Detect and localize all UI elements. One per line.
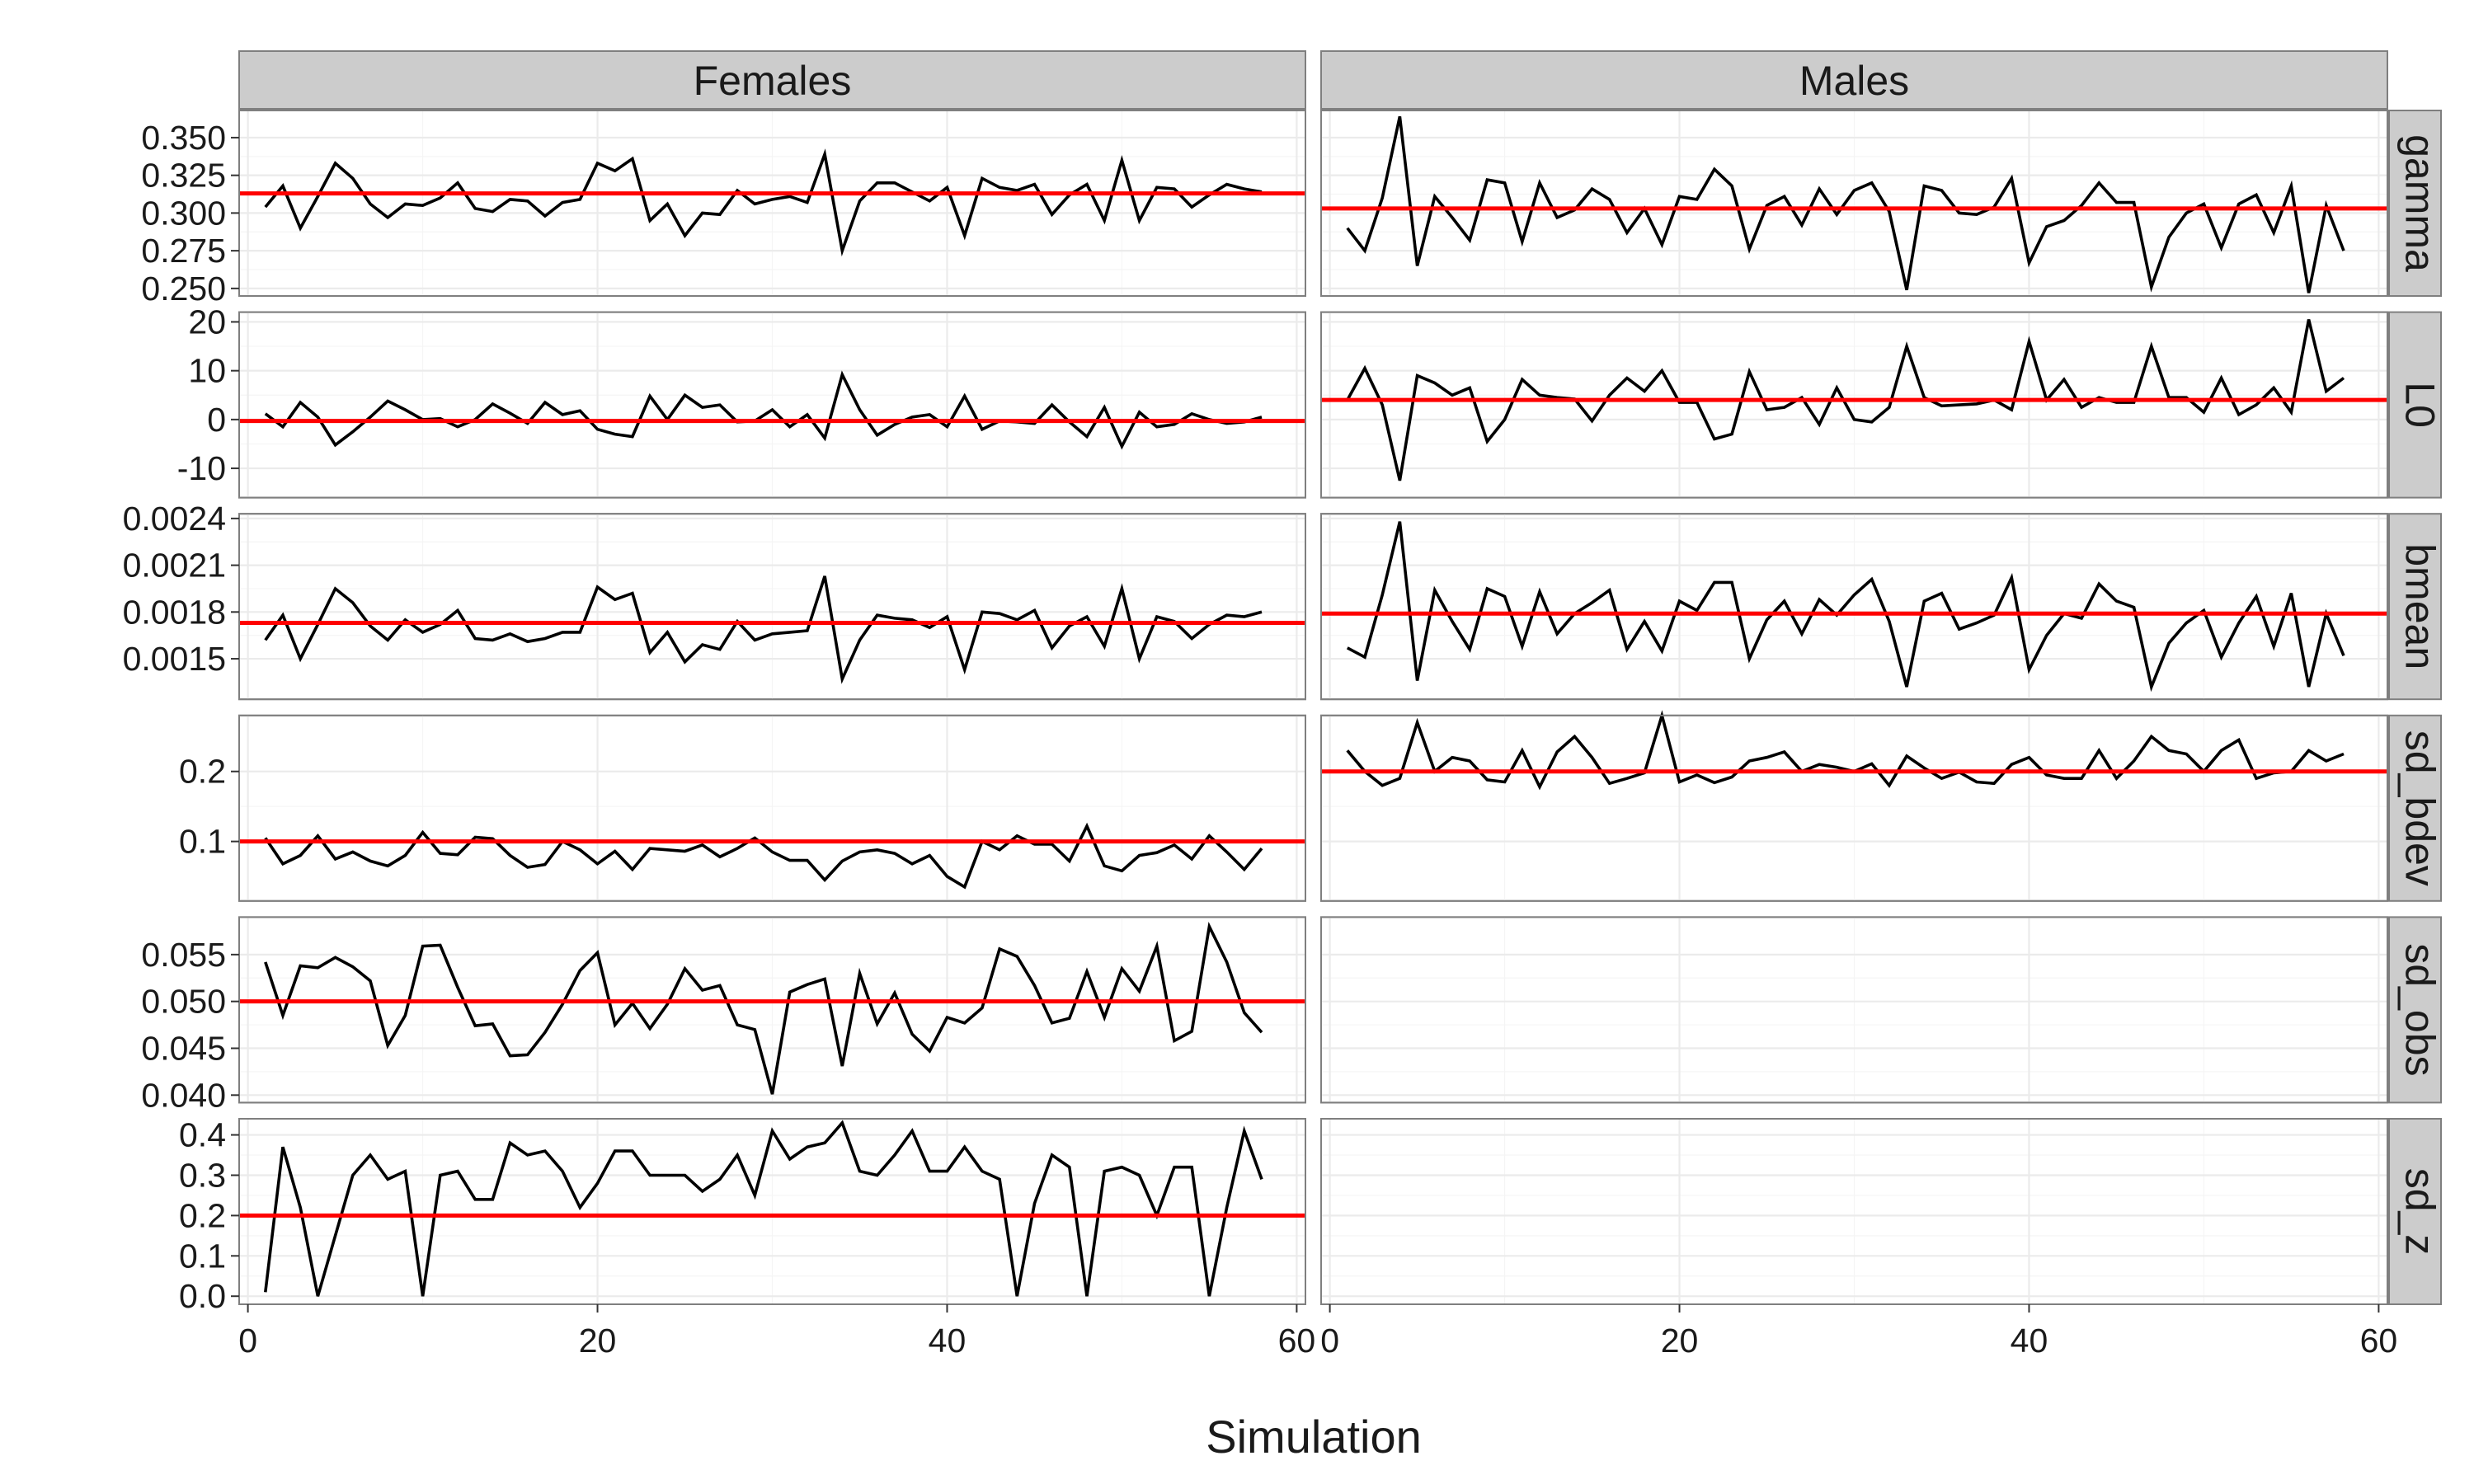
y-tick-label-l0: 10: [188, 352, 226, 390]
facet-strip-males: [1320, 50, 2388, 110]
panel-females-sd-obs: [238, 916, 1306, 1104]
panel-border: [238, 916, 1306, 1104]
panel-males-sd-obs: [1320, 916, 2388, 1104]
y-tick-label-sd-obs: 0.050: [141, 983, 226, 1021]
axes-layer: 0.2500.2750.3000.3250.350-10010200.00150…: [123, 119, 2398, 1360]
panels-layer: [238, 110, 2388, 1305]
panel-border: [1320, 714, 2388, 902]
row-label-sd-obs: sd_obs: [2396, 943, 2443, 1076]
panel-females-sd-bdev: [238, 714, 1306, 902]
panel-border: [238, 311, 1306, 499]
y-tick-label-sd-obs: 0.045: [141, 1029, 226, 1067]
panel-females-bmean: [238, 513, 1306, 701]
y-tick-label-gamma: 0.300: [141, 194, 226, 232]
y-tick-label-sd-bdev: 0.2: [179, 753, 226, 791]
x-tick-label-males: 40: [2011, 1322, 2048, 1360]
facet-label-males: Males: [1799, 58, 1909, 104]
x-tick-label-females: 40: [929, 1322, 967, 1360]
panel-border: [1320, 513, 2388, 701]
panel-border: [238, 110, 1306, 297]
y-tick-label-sd-bdev: 0.1: [179, 823, 226, 861]
panel-border: [238, 513, 1306, 701]
row-label-sd-z: sd_z: [2396, 1168, 2443, 1256]
series-line-females-gamma: [264, 148, 1263, 257]
panel-males-sd-bdev: [1320, 710, 2388, 902]
x-tick-label-males: 0: [1320, 1322, 1339, 1360]
panel-males-bmean: [1320, 513, 2388, 701]
y-tick-label-bmean: 0.0015: [123, 640, 226, 678]
panel-border: [1320, 1118, 2388, 1305]
y-tick-label-sd-z: 0.4: [179, 1116, 226, 1154]
row-strip-l0: [2388, 311, 2442, 499]
x-tick-label-females: 60: [1278, 1322, 1316, 1360]
series-line-males-sd-bdev: [1346, 710, 2345, 791]
panel-females-l0: [238, 311, 1306, 499]
y-tick-label-sd-obs: 0.040: [141, 1076, 226, 1114]
row-strip-bmean: [2388, 513, 2442, 701]
facet-strips-layer: Females Males gamma L0 bmean sd_bdev sd_obs sd_…: [238, 50, 2443, 1305]
panel-border: [1320, 311, 2388, 499]
facet-strip-females: [238, 50, 1306, 110]
row-strip-sd-bdev: [2388, 714, 2442, 902]
y-tick-label-gamma: 0.350: [141, 119, 226, 157]
y-tick-label-l0: -10: [177, 449, 226, 487]
row-strip-gamma: [2388, 110, 2442, 297]
series-line-males-gamma: [1346, 115, 2345, 294]
panel-males-sd-z: [1320, 1118, 2388, 1305]
panel-males-l0: [1320, 311, 2388, 499]
y-tick-label-gamma: 0.325: [141, 157, 226, 195]
y-tick-label-l0: 0: [207, 401, 226, 439]
series-line-females-sd-z: [264, 1120, 1263, 1297]
y-tick-label-sd-z: 0.3: [179, 1156, 226, 1194]
y-tick-label-gamma: 0.250: [141, 270, 226, 308]
y-tick-label-sd-obs: 0.055: [141, 936, 226, 974]
row-label-sd-bdev: sd_bdev: [2396, 730, 2443, 886]
y-tick-label-bmean: 0.0024: [123, 500, 226, 538]
panel-border: [1320, 916, 2388, 1104]
y-tick-label-sd-z: 0.2: [179, 1196, 226, 1234]
panel-border: [1320, 110, 2388, 297]
row-label-l0: L0: [2396, 382, 2443, 428]
series-line-males-bmean: [1346, 521, 2345, 693]
panel-border: [238, 714, 1306, 902]
x-axis-title: Simulation: [1206, 1411, 1421, 1463]
series-line-females-sd-obs: [264, 921, 1263, 1095]
row-strip-sd-obs: [2388, 916, 2442, 1104]
y-tick-label-sd-z: 0.0: [179, 1277, 226, 1315]
y-tick-label-bmean: 0.0018: [123, 593, 226, 631]
series-line-females-bmean: [264, 575, 1263, 684]
panel-males-gamma: [1320, 110, 2388, 297]
y-tick-label-gamma: 0.275: [141, 232, 226, 270]
row-label-gamma: gamma: [2396, 134, 2443, 272]
x-tick-label-females: 0: [238, 1322, 257, 1360]
facet-label-females: Females: [694, 58, 852, 104]
panel-females-gamma: [238, 110, 1306, 297]
y-tick-label-l0: 20: [188, 303, 226, 340]
x-tick-label-females: 20: [579, 1322, 617, 1360]
panel-females-sd-z: [238, 1118, 1306, 1305]
y-tick-label-sd-z: 0.1: [179, 1237, 226, 1275]
row-strip-sd-z: [2388, 1118, 2442, 1305]
x-tick-label-males: 60: [2360, 1322, 2398, 1360]
row-label-bmean: bmean: [2396, 543, 2443, 669]
panel-border: [238, 1118, 1306, 1305]
y-tick-label-bmean: 0.0021: [123, 547, 226, 585]
x-tick-label-males: 20: [1661, 1322, 1699, 1360]
